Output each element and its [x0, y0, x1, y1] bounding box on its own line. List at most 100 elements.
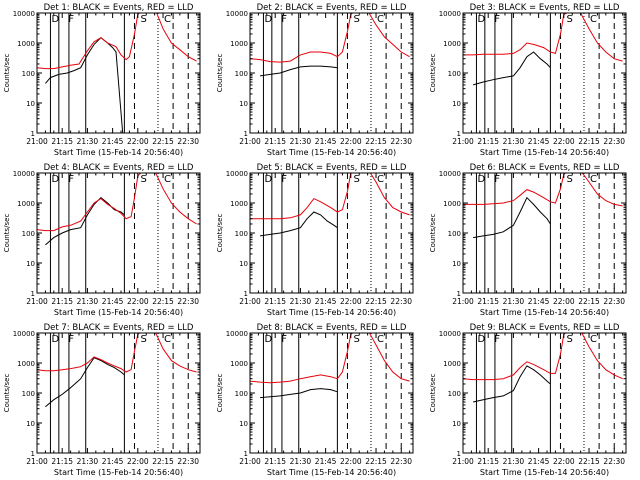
x-tick-label: 21:30 [503, 297, 525, 306]
event-marker-label: D [477, 174, 485, 185]
y-tick-label: 1000 [443, 360, 461, 368]
x-tick-label: 22:15 [365, 297, 387, 306]
y-tick-label: 10000 [13, 170, 35, 178]
x-tick-label: 21:45 [315, 297, 337, 306]
y-axis-label: Counts/sec [429, 54, 437, 93]
plot-frame [462, 12, 627, 134]
event-marker-label: D [264, 174, 272, 185]
y-tick-label: 1 [244, 130, 248, 138]
x-axis-label: Start Time (15-Feb-14 20:56:40) [480, 308, 609, 317]
chart-panel-7: Det 7: BLACK = Events, RED = LLD Counts/s… [3, 323, 201, 477]
chart-title: Det 8: BLACK = Events, RED = LLD [257, 323, 407, 333]
series-line-lld [37, 13, 197, 70]
y-tick-label: 100 [235, 390, 248, 398]
event-marker-label: S [141, 174, 147, 185]
x-axis-label: Start Time (15-Feb-14 20:56:40) [54, 148, 183, 157]
x-tick-label: 22:30 [603, 297, 625, 306]
chart-title: Det 6: BLACK = Events, RED = LLD [470, 163, 620, 173]
y-tick-label: 1000 [443, 40, 461, 48]
x-tick-label: 22:15 [152, 457, 174, 466]
x-tick-label: 21:30 [77, 297, 99, 306]
event-marker-label: C [590, 14, 597, 25]
y-tick-label: 1 [31, 130, 35, 138]
y-tick-label: 1000 [443, 200, 461, 208]
y-tick-label: 100 [235, 70, 248, 78]
x-tick-label: 21:30 [290, 457, 312, 466]
plot-frame [249, 12, 414, 134]
y-tick-label: 100 [448, 70, 461, 78]
series-line-lld [463, 13, 623, 62]
event-marker-label: C [590, 334, 597, 345]
event-marker-label: C [377, 174, 384, 185]
event-marker-label: F [494, 334, 500, 345]
y-tick-label: 100 [235, 230, 248, 238]
x-tick-label: 21:15 [264, 297, 286, 306]
y-tick-label: 1 [244, 450, 248, 458]
x-tick-label: 22:00 [127, 457, 149, 466]
y-tick-label: 1 [457, 130, 461, 138]
x-tick-label: 22:30 [177, 297, 199, 306]
chart-panel-6: Det 6: BLACK = Events, RED = LLD Counts/s… [429, 163, 627, 317]
y-tick-label: 1 [31, 450, 35, 458]
x-axis-label: Start Time (15-Feb-14 20:56:40) [267, 308, 396, 317]
x-axis-label: Start Time (15-Feb-14 20:56:40) [480, 148, 609, 157]
y-axis-label: Counts/sec [3, 374, 11, 413]
event-marker-label: S [354, 14, 360, 25]
event-marker-label: C [164, 334, 171, 345]
x-tick-label: 22:00 [127, 297, 149, 306]
chart-title: Det 4: BLACK = Events, RED = LLD [44, 163, 194, 173]
x-tick-label: 21:30 [290, 137, 312, 146]
x-tick-label: 21:30 [77, 137, 99, 146]
event-marker-label: F [68, 14, 74, 25]
y-tick-label: 10 [26, 260, 35, 268]
y-tick-label: 10 [239, 100, 248, 108]
x-tick-label: 22:00 [553, 297, 575, 306]
x-tick-label: 21:15 [264, 457, 286, 466]
y-tick-label: 10 [452, 100, 461, 108]
plot-frame [249, 172, 414, 294]
x-tick-label: 21:30 [77, 457, 99, 466]
y-tick-label: 100 [22, 70, 35, 78]
x-tick-label: 21:15 [51, 457, 73, 466]
chart-panel-3: Det 3: BLACK = Events, RED = LLD Counts/s… [429, 3, 627, 157]
chart-title: Det 7: BLACK = Events, RED = LLD [44, 323, 194, 333]
x-tick-label: 21:45 [102, 457, 124, 466]
y-axis-label: Counts/sec [429, 374, 437, 413]
event-marker-label: D [51, 334, 59, 345]
x-tick-label: 22:30 [390, 137, 412, 146]
x-tick-label: 22:00 [340, 137, 362, 146]
y-axis-label: Counts/sec [429, 214, 437, 253]
chart-title: Det 9: BLACK = Events, RED = LLD [470, 323, 620, 333]
y-tick-label: 10 [239, 420, 248, 428]
plot-frame [36, 12, 201, 134]
x-axis-label: Start Time (15-Feb-14 20:56:40) [267, 468, 396, 477]
x-tick-label: 21:45 [315, 457, 337, 466]
y-tick-label: 1000 [230, 200, 248, 208]
y-tick-label: 1000 [17, 40, 35, 48]
event-marker-label: D [477, 334, 485, 345]
x-tick-label: 21:00 [26, 457, 48, 466]
x-tick-label: 21:45 [528, 137, 550, 146]
event-marker-label: F [68, 334, 74, 345]
y-tick-label: 100 [448, 390, 461, 398]
x-tick-label: 21:00 [452, 457, 474, 466]
y-axis-label: Counts/sec [216, 214, 224, 253]
y-tick-label: 100 [22, 390, 35, 398]
x-tick-label: 22:15 [578, 297, 600, 306]
event-marker-label: D [51, 14, 59, 25]
x-tick-label: 22:30 [177, 457, 199, 466]
x-tick-label: 21:00 [239, 297, 261, 306]
y-tick-label: 1 [31, 290, 35, 298]
series-line-lld [37, 173, 197, 232]
y-tick-label: 1 [457, 450, 461, 458]
event-marker-label: S [567, 14, 573, 25]
event-marker-label: F [281, 334, 287, 345]
x-tick-label: 21:00 [452, 297, 474, 306]
event-marker-label: F [281, 174, 287, 185]
x-axis-label: Start Time (15-Feb-14 20:56:40) [54, 308, 183, 317]
x-tick-label: 22:15 [578, 457, 600, 466]
chart-title: Det 1: BLACK = Events, RED = LLD [44, 3, 194, 13]
y-tick-label: 10 [26, 420, 35, 428]
x-tick-label: 21:15 [264, 137, 286, 146]
